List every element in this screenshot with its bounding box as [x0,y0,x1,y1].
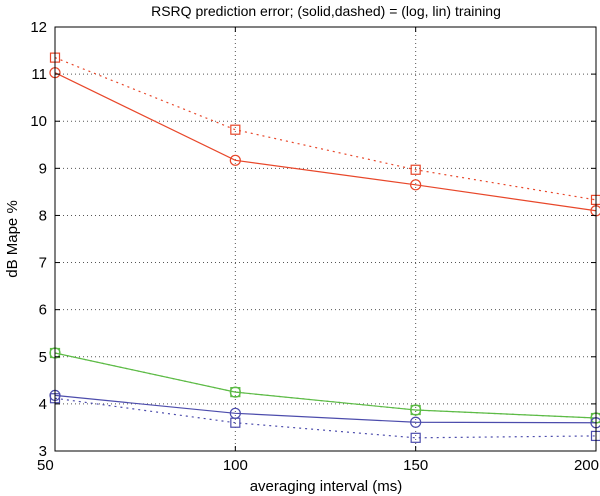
data-point-circle [410,179,422,191]
series-line [54,397,597,439]
x-axis-label: averaging interval (ms) [250,478,403,495]
y-tick-label: 9 [39,160,47,177]
y-tick-label: 10 [30,113,47,130]
y-tick-label: 5 [39,349,47,366]
y-tick-label: 6 [39,302,47,319]
grid [55,27,596,451]
x-tick-label: 200 [574,457,599,474]
data-point-circle [410,416,422,428]
series-line [54,72,597,212]
data-point-circle [229,154,241,166]
y-tick-label: 11 [31,66,47,83]
data-point-square [230,417,241,428]
data-point-square [410,164,421,175]
x-tick-label: 150 [403,457,428,474]
plot-frame [54,26,597,452]
y-tick-label: 8 [39,207,47,224]
chart-title: RSRQ prediction error; (solid,dashed) = … [151,3,501,19]
series-line [54,352,597,419]
series-line [54,57,597,201]
y-tick-label: 12 [30,19,47,36]
y-tick-label: 4 [39,396,47,413]
x-tick-label: 100 [223,457,248,474]
data-point-square [410,432,421,443]
axis-ticks: 50 100 150 200 3 4 5 6 7 8 9 10 11 12 [30,19,599,474]
y-tick-label: 3 [39,443,47,460]
data-point-square [230,124,241,135]
plot-series [49,52,600,443]
data-point-square [230,387,241,398]
series-line [54,394,597,424]
data-point-square [410,404,421,416]
series-line [54,352,597,419]
y-axis-label: dB Mape % [4,200,21,278]
y-tick-label: 7 [39,255,47,272]
x-tick-label: 50 [37,457,54,474]
